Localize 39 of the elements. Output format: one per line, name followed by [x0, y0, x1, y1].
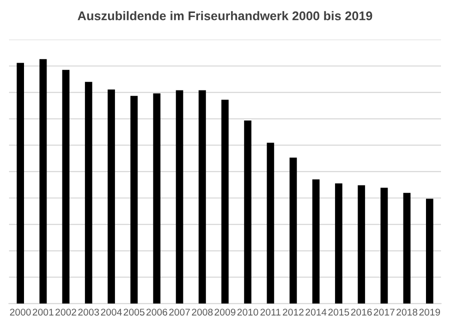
x-tick-label: 2015 [328, 308, 350, 316]
bar [290, 158, 297, 304]
bar [403, 192, 411, 304]
bar [62, 70, 70, 304]
x-tick-label: 2003 [78, 308, 99, 316]
bar [39, 59, 47, 304]
x-tick-label: 2002 [56, 308, 76, 316]
bar [426, 198, 434, 304]
bar [244, 120, 252, 304]
x-tick-label: 2011 [260, 308, 280, 316]
x-tick-label: 2017 [374, 308, 394, 316]
bar [380, 188, 388, 304]
bar [358, 185, 366, 304]
x-tick-label: 2019 [419, 308, 440, 316]
bar [16, 62, 24, 304]
x-tick-label: 2006 [146, 308, 168, 316]
x-tick-label: 2014 [306, 308, 326, 316]
x-tick-label: 2007 [169, 308, 190, 316]
x-tick-label: 2001 [32, 308, 54, 316]
bar [130, 96, 138, 304]
bar [84, 82, 92, 304]
x-tick-label: 2009 [214, 308, 236, 316]
chart-title: Auszubildende im Friseurhandwerk 2000 bis 2019 [78, 11, 372, 20]
x-tick-label: 2010 [237, 308, 258, 316]
bar [176, 90, 184, 304]
x-tick-label: 2012 [282, 308, 304, 316]
bar [266, 142, 274, 304]
x-tick-label: 2018 [396, 308, 418, 316]
x-tick-label: 2005 [124, 308, 144, 316]
bar [198, 90, 206, 304]
x-tick-label: 2004 [100, 308, 122, 316]
bar [108, 89, 115, 304]
x-tick-label: 2008 [192, 308, 213, 316]
bar [335, 183, 342, 304]
x-tick-label: 2016 [351, 308, 372, 316]
bar [221, 100, 229, 304]
x-tick-label: 2000 [10, 308, 31, 316]
bar [153, 93, 160, 304]
bar [312, 179, 320, 304]
